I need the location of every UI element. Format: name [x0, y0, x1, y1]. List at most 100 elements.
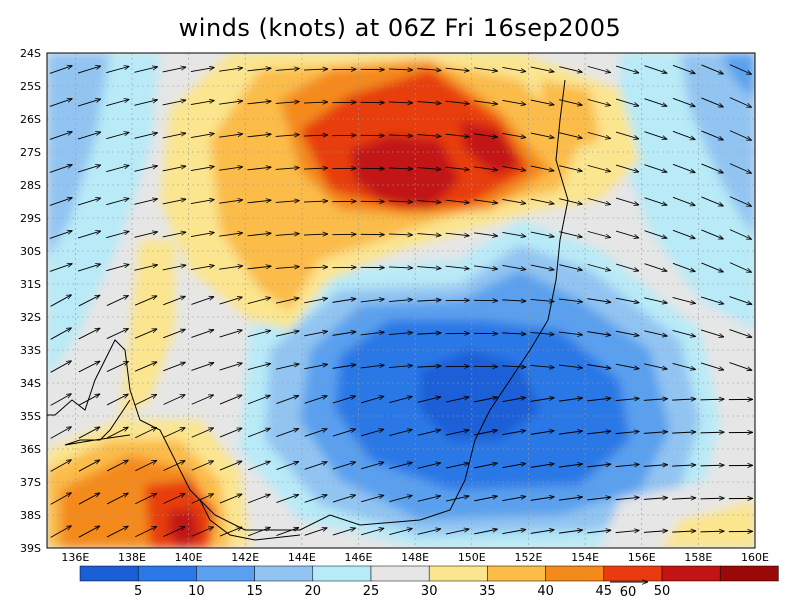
colorbar-swatch	[196, 565, 255, 582]
wind-arrow	[558, 331, 583, 335]
wind-arrow	[615, 98, 639, 106]
wind-arrow	[276, 428, 299, 437]
wind-arrow	[275, 234, 300, 236]
wind-arrow	[304, 495, 328, 503]
colorbar-swatch	[428, 565, 488, 582]
lat-tick-label: 24S	[20, 47, 41, 60]
wind-arrow	[530, 198, 555, 204]
wind-arrow	[50, 394, 72, 406]
wind-arrow	[106, 328, 129, 339]
wind-arrow	[729, 196, 752, 207]
wind-arrow	[530, 165, 555, 171]
wind-arrow	[78, 295, 100, 307]
wind-arrow	[163, 395, 186, 405]
wind-arrow	[729, 130, 752, 141]
wind-arrow	[587, 263, 611, 270]
wind-arrow	[135, 460, 157, 472]
wind-arrow	[558, 298, 583, 302]
lon-tick-label: 148E	[401, 551, 429, 564]
wind-arrow	[643, 465, 668, 467]
colorbar-swatch	[545, 565, 605, 582]
wind-arrow	[304, 396, 328, 404]
wind-arrow	[615, 164, 639, 172]
wind-arrow	[417, 430, 441, 436]
wind-arrow	[445, 233, 470, 236]
wind-arrow	[275, 102, 300, 104]
wind-arrow	[78, 526, 100, 538]
wind-arrow	[729, 229, 752, 240]
wind-arrow	[389, 396, 412, 404]
wind-arrow	[530, 431, 555, 435]
wind-arrow	[388, 102, 413, 103]
wind-arrow	[190, 100, 215, 106]
wind-arrow	[50, 295, 72, 307]
wind-arrow	[248, 527, 270, 537]
wind-arrow	[191, 460, 214, 471]
wind-arrow	[248, 461, 270, 471]
wind-arrow	[445, 134, 470, 137]
wind-arrow	[332, 396, 356, 404]
wind-arrow	[615, 65, 639, 73]
wind-vectors	[49, 64, 753, 538]
lon-tick-label: 158E	[684, 551, 712, 564]
colorbar-swatch	[254, 565, 314, 582]
wind-arrow	[77, 231, 101, 239]
wind-arrow	[417, 333, 441, 334]
wind-arrow	[502, 166, 526, 170]
wind-arrow	[134, 328, 157, 339]
wind-arrow	[388, 69, 413, 70]
wind-arrow	[558, 398, 583, 402]
wind-arrow	[587, 197, 611, 204]
wind-arrow	[672, 498, 696, 499]
wind-arrow	[106, 427, 128, 439]
wind-arrow	[191, 427, 214, 438]
wind-arrow	[304, 135, 328, 136]
wind-arrow	[49, 231, 73, 239]
wind-arrow	[587, 164, 611, 171]
wind-arrow	[191, 363, 214, 371]
wind-arrow	[643, 498, 668, 500]
wind-arrow	[248, 428, 270, 438]
colorbar-label: 50	[654, 584, 671, 599]
wind-arrow	[106, 295, 129, 306]
wind-arrow	[361, 528, 384, 536]
wind-arrow	[502, 232, 526, 236]
wind-arrow	[332, 462, 356, 470]
wind-arrow	[672, 296, 696, 303]
lon-tick-label: 144E	[288, 551, 316, 564]
lat-tick-label: 28S	[20, 179, 41, 192]
wind-arrow	[248, 494, 270, 504]
lat-tick-label: 31S	[20, 278, 41, 291]
wind-arrow	[191, 330, 214, 338]
wind-arrow	[190, 67, 215, 73]
wind-arrow	[644, 98, 668, 107]
wind-arrow	[360, 332, 385, 336]
wind-arrow	[644, 363, 667, 369]
wind-arrow	[672, 163, 695, 172]
wind-arrow	[135, 427, 157, 439]
wind-arrow	[134, 265, 157, 271]
wind-arrow	[77, 99, 101, 107]
wind-arrow	[417, 135, 441, 137]
wind-arrow	[644, 197, 668, 206]
wind-arrow	[389, 495, 412, 503]
colorbar-label: 25	[363, 584, 380, 599]
wind-arrow	[106, 231, 129, 239]
wind-arrow	[474, 133, 498, 137]
wind-arrow	[615, 398, 640, 400]
wind-arrow	[700, 296, 724, 304]
wind-arrow	[644, 330, 667, 336]
wind-arrow	[106, 493, 128, 505]
wind-arrow	[672, 130, 695, 139]
wind-arrow	[445, 430, 469, 436]
wind-arrow	[559, 231, 582, 238]
wind-arrow	[417, 168, 441, 170]
wind-arrow	[247, 297, 271, 305]
wind-arrow	[248, 395, 270, 405]
wind-arrow	[502, 366, 526, 367]
wind-arrow	[530, 132, 555, 138]
wind-arrow	[106, 394, 128, 406]
wind-arrow	[361, 462, 384, 470]
lat-tick-label: 39S	[20, 542, 41, 555]
wind-arrow	[417, 397, 441, 403]
